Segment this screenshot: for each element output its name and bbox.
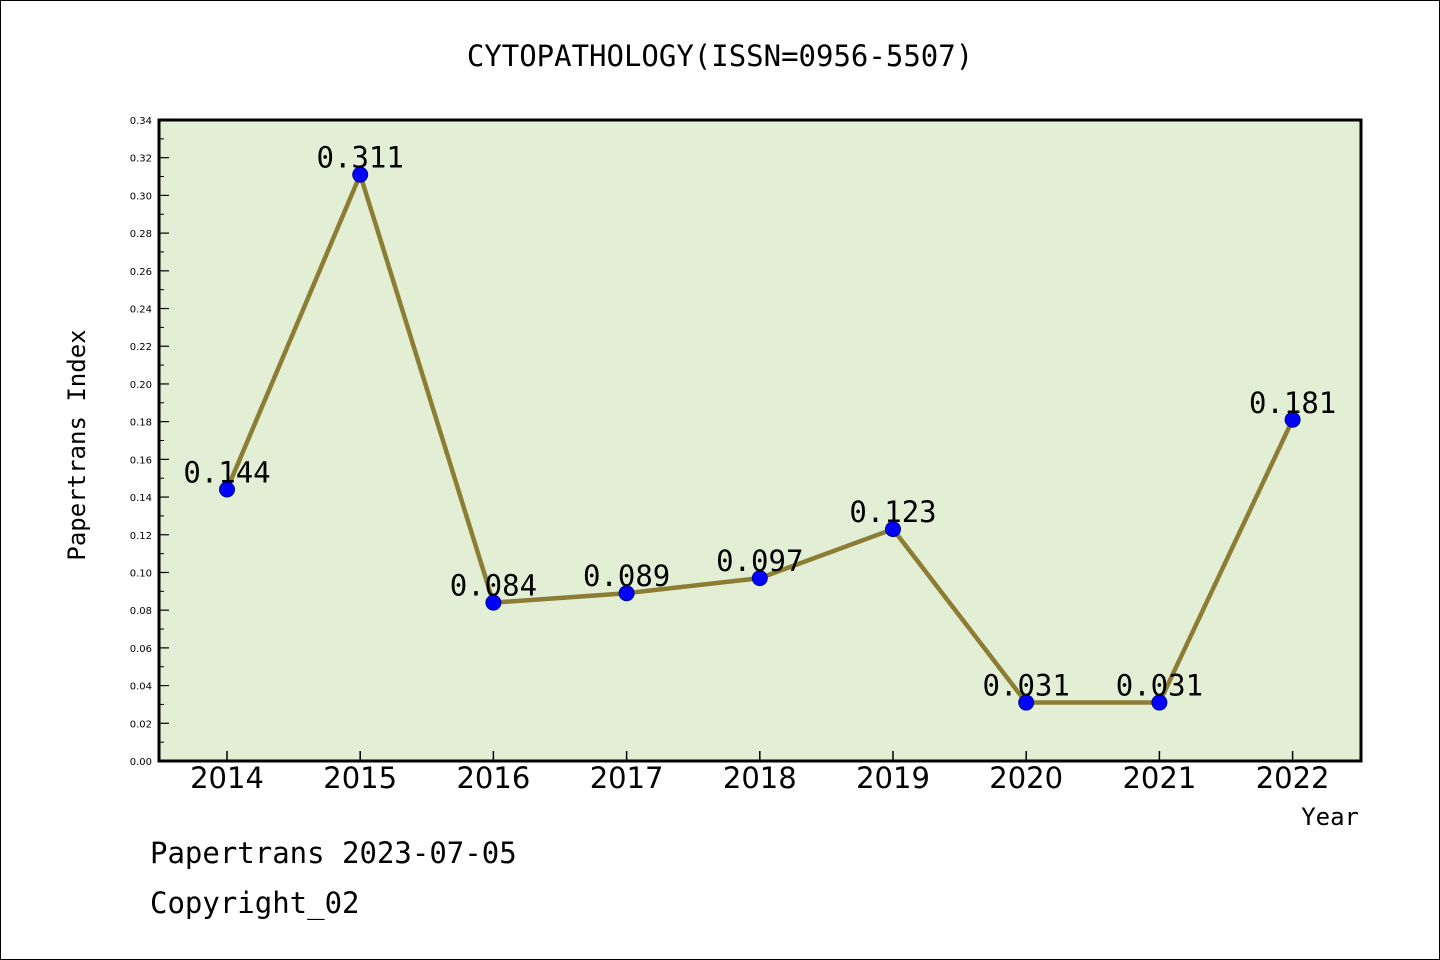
y-tick-label: 0.26 [130,267,152,278]
y-tick-label: 0.28 [130,229,152,240]
y-tick-label: 0.04 [130,682,152,693]
x-tick-label: 2017 [590,761,664,795]
y-tick-label: 0.30 [130,191,152,202]
y-tick-label: 0.34 [130,116,152,127]
data-point [1284,411,1301,428]
x-axis: 2014 2015 2016 2017 2018 2019 2020 2021 2022 [190,751,1330,795]
y-tick-label: 0.06 [130,644,152,655]
data-point [1151,694,1168,711]
x-tick-label: 2022 [1256,761,1330,795]
data-point [618,585,635,602]
x-tick-label: 2014 [190,761,264,795]
data-point [485,594,502,611]
data-label: 0.097 [716,544,803,578]
data-label: 0.031 [983,669,1070,703]
y-tick-label: 0.18 [130,418,152,429]
data-point [352,166,369,183]
y-axis: 0.00 0.02 0.04 0.06 0.08 0.10 0.12 0.14 0.16 0.18… [130,116,169,768]
x-tick-label: 2021 [1122,761,1196,795]
data-label: 0.123 [849,495,936,529]
data-label: 0.089 [583,559,670,593]
y-tick-label: 0.24 [130,305,152,316]
data-point [1018,694,1035,711]
y-tick-label: 0.10 [130,568,152,579]
data-label: 0.084 [450,569,537,603]
x-axis-label: Year [1301,803,1359,831]
data-label: 0.311 [317,141,404,175]
y-tick-label: 0.02 [130,719,152,730]
data-point [885,521,901,538]
x-tick-label: 2015 [323,761,397,795]
data-point [219,481,235,498]
chart-title: CYTOPATHOLOGY(ISSN=0956-5507) [467,39,973,73]
y-tick-label: 0.14 [130,493,152,504]
y-tick-label: 0.20 [130,380,152,391]
series-group: 0.144 0.311 0.084 0.089 0.097 0.123 0.031 0.031… [183,141,1336,711]
footer-date: Papertrans 2023-07-05 [150,836,517,870]
y-tick-label: 0.22 [130,342,152,353]
data-point [751,570,768,587]
x-tick-label: 2020 [989,761,1063,795]
y-tick-label: 0.12 [130,531,152,542]
data-label: 0.144 [183,456,270,490]
x-tick-label: 2019 [856,761,930,795]
data-label: 0.031 [1116,669,1203,703]
footer-copyright: Copyright_02 [150,886,360,920]
y-tick-label: 0.08 [130,606,152,617]
data-label: 0.181 [1249,386,1336,420]
y-tick-label: 0.16 [130,455,152,466]
y-axis-label: Papertrans Index [63,329,91,560]
plot-area [157,118,1363,763]
y-tick-label: 0.00 [130,757,152,768]
y-tick-label: 0.32 [130,154,152,165]
x-tick-label: 2016 [456,761,530,795]
x-tick-label: 2018 [723,761,797,795]
